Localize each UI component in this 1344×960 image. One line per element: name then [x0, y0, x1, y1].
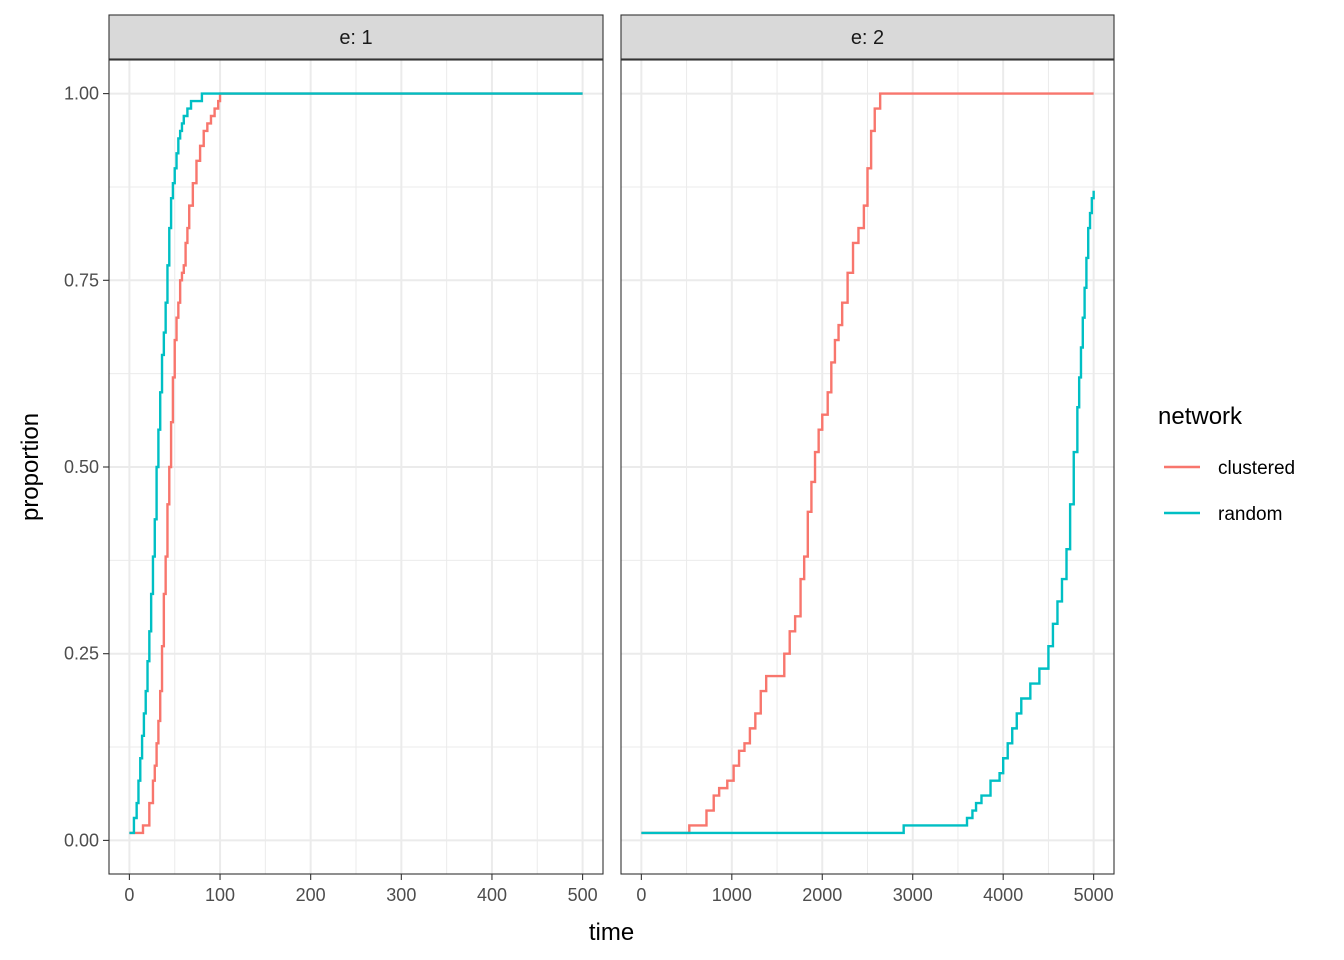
- facet-strip: [108, 14, 604, 60]
- y-tick-label: 0.00: [64, 830, 99, 850]
- x-tick-label: 4000: [983, 885, 1023, 905]
- series-line-random: [641, 190, 1095, 835]
- facet-strip-label: e: 1: [339, 27, 372, 49]
- x-tick-label: 100: [205, 885, 235, 905]
- series-line-clustered: [641, 92, 1094, 835]
- legend-items: clustered random: [1164, 458, 1295, 525]
- legend-item-clustered: clustered: [1164, 458, 1295, 479]
- legend-title: network: [1158, 403, 1243, 430]
- gridlines: [109, 60, 603, 874]
- y-tick-label: 1.00: [64, 84, 99, 104]
- x-tick-label: 5000: [1074, 885, 1114, 905]
- x-tick-label: 0: [124, 885, 134, 905]
- legend-item-random: random: [1164, 504, 1282, 525]
- x-tick-label: 400: [477, 885, 507, 905]
- legend: network clustered random: [1158, 403, 1295, 525]
- gridlines: [621, 60, 1114, 874]
- x-tick-label: 1000: [712, 885, 752, 905]
- x-axis-1: 0 100 200 300 400 500: [124, 874, 598, 905]
- facet-panels: e: 1 0 100 200 300 400 500 e: 2 0 1000 2000 3000 400…: [108, 14, 1115, 905]
- y-axis: 0.00 0.25 0.50 0.75 1.00: [64, 84, 109, 850]
- legend-label-clustered: clustered: [1218, 458, 1295, 479]
- facet-strip: [620, 14, 1115, 60]
- panel-border: [620, 59, 1115, 875]
- x-tick-label: 2000: [802, 885, 842, 905]
- x-tick-label: 500: [568, 885, 598, 905]
- x-axis-2: 0 1000 2000 3000 4000 5000: [636, 874, 1114, 905]
- series-line-random: [129, 92, 583, 835]
- facet-panel-1: e: 1 0 100 200 300 400 500: [108, 14, 604, 905]
- y-tick-label: 0.75: [64, 270, 99, 290]
- facet-panel-2: e: 2 0 1000 2000 3000 4000 5000: [620, 14, 1115, 905]
- x-tick-label: 200: [296, 885, 326, 905]
- y-tick-label: 0.25: [64, 644, 99, 664]
- facet-strip-label: e: 2: [851, 27, 884, 49]
- x-tick-label: 0: [636, 885, 646, 905]
- x-tick-label: 300: [386, 885, 416, 905]
- legend-label-random: random: [1218, 504, 1282, 525]
- series-line-clustered: [129, 92, 583, 835]
- x-tick-label: 3000: [893, 885, 933, 905]
- y-axis-title: proportion: [17, 413, 44, 521]
- x-axis-title: time: [589, 919, 634, 946]
- y-tick-label: 0.50: [64, 457, 99, 477]
